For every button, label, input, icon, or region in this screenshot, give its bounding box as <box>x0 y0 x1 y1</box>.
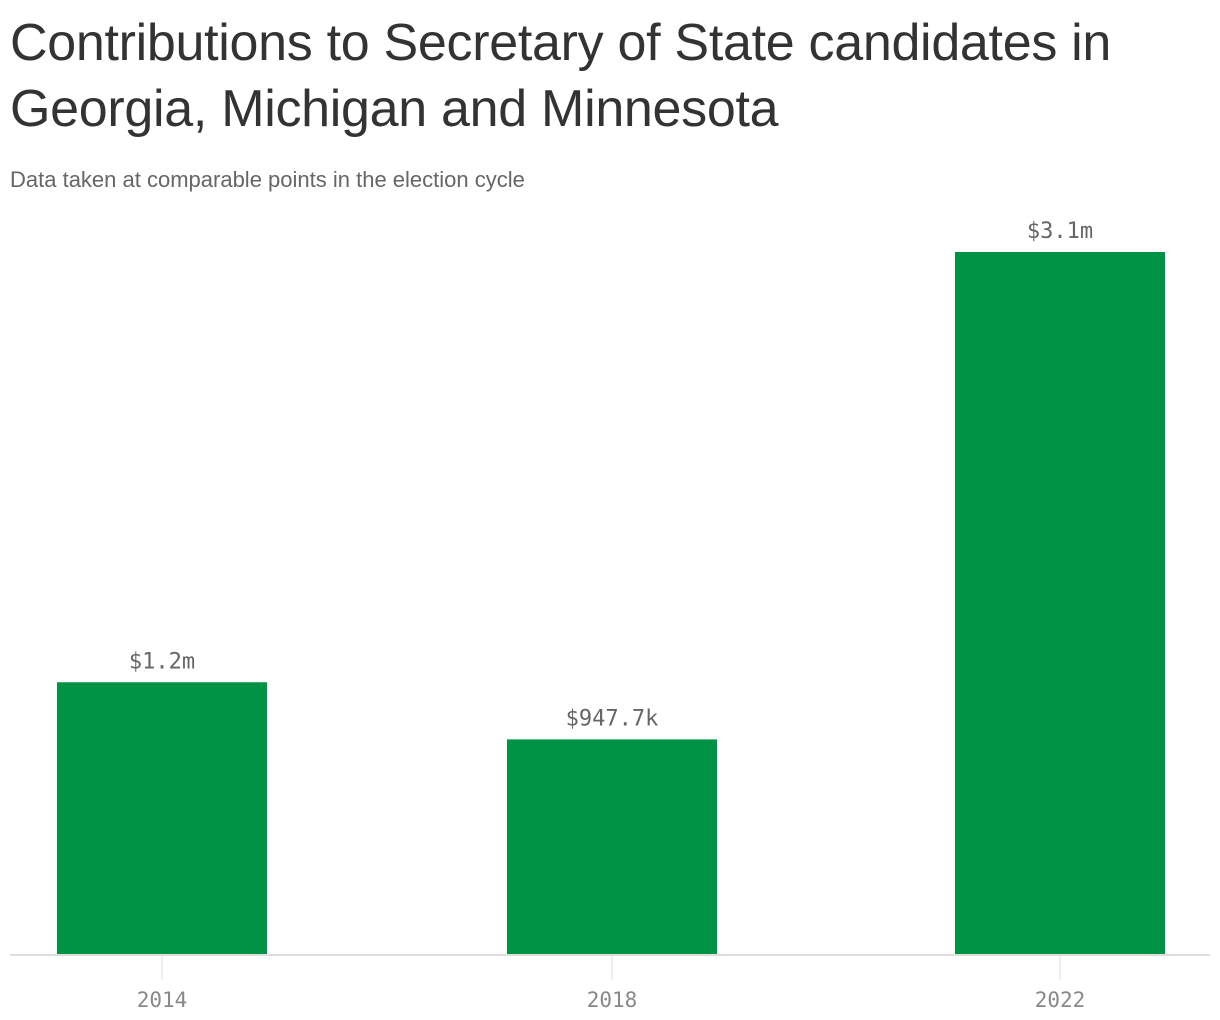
chart-title: Contributions to Secretary of State cand… <box>10 14 1112 138</box>
bar-value-label-2022: $3.1m <box>1027 219 1093 244</box>
x-tick-label-2022: 2022 <box>1035 988 1086 1012</box>
bar-2018 <box>507 739 717 954</box>
bar-value-label-2018: $947.7k <box>566 706 659 731</box>
chart-subtitle: Data taken at comparable points in the e… <box>10 167 525 192</box>
x-tick-label-2018: 2018 <box>587 988 638 1012</box>
x-tick-label-2014: 2014 <box>137 988 188 1012</box>
bar-2022 <box>955 252 1165 954</box>
bar-2014 <box>57 682 267 954</box>
bar-value-label-2014: $1.2m <box>129 649 195 674</box>
